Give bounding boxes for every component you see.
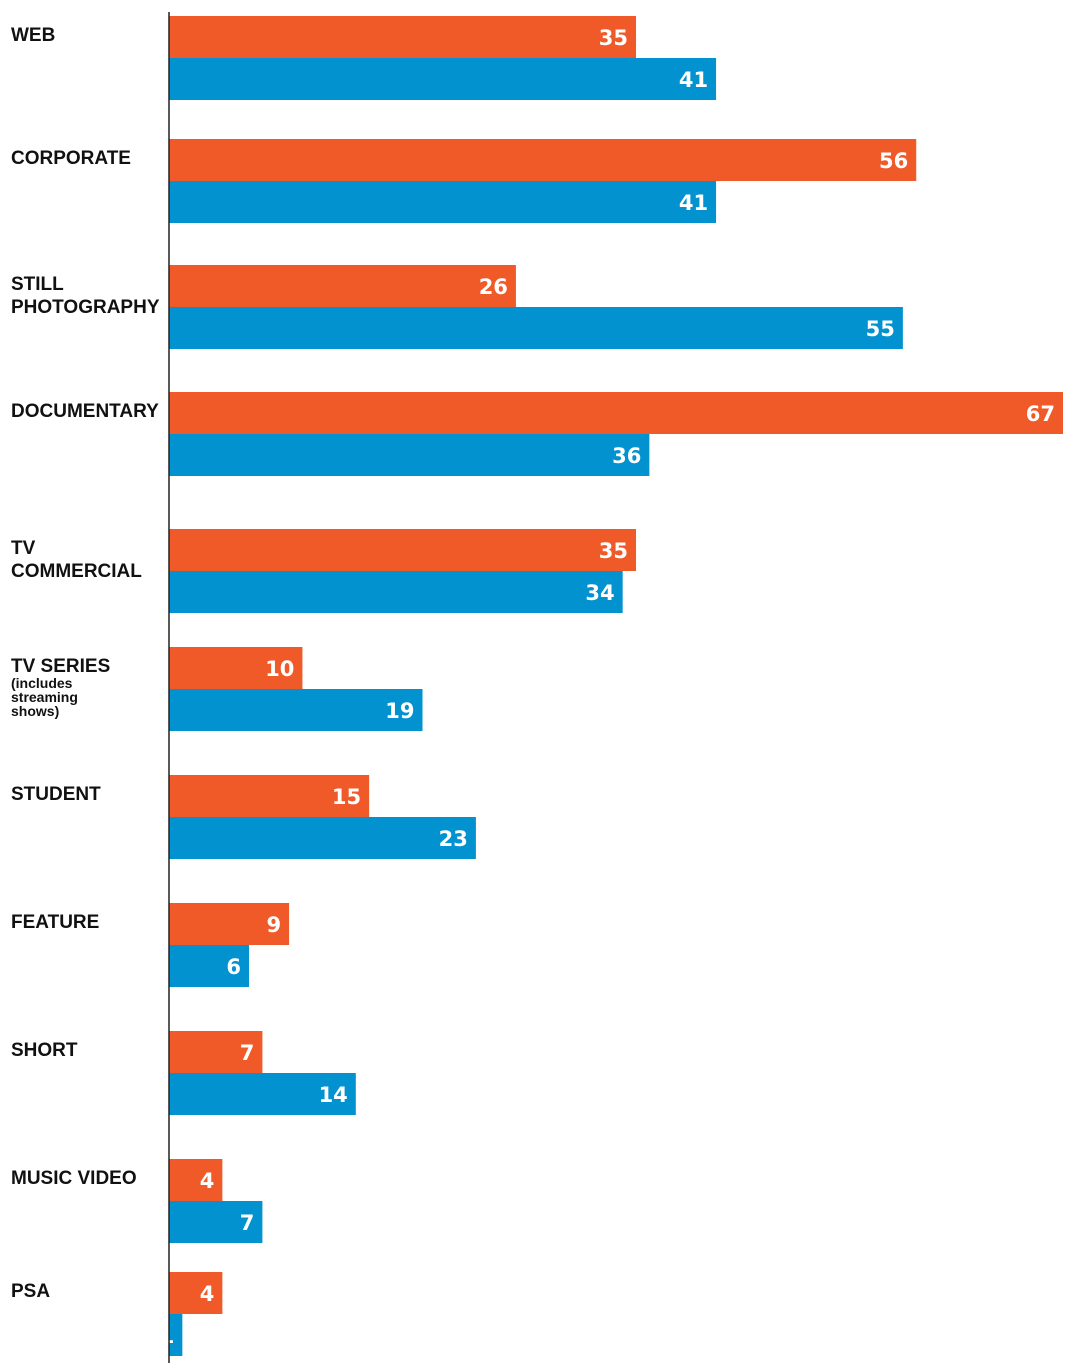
category-label: SHORT: [11, 1040, 78, 1061]
bar-value-label: 34: [585, 581, 614, 605]
bar-1-s0: [169, 139, 917, 181]
bar-5-s0: [169, 647, 303, 689]
category-label: TV: [11, 538, 36, 559]
bar-value-label: 9: [266, 913, 281, 937]
bar-8-s1: [169, 1073, 356, 1115]
bar-10-s1: [169, 1314, 183, 1356]
bar-0-s1: [169, 58, 717, 100]
bar-value-label: 1: [160, 1324, 175, 1348]
bar-2-s0: [169, 265, 516, 307]
bar-value-label: 36: [612, 444, 641, 468]
bar-value-label: 7: [240, 1211, 255, 1235]
category-label: TV SERIES: [11, 656, 110, 677]
category-sublabel: (includes: [11, 675, 73, 691]
bar-4-s1: [169, 571, 623, 613]
bar-6-s0: [169, 775, 370, 817]
category-label: CORPORATE: [11, 148, 131, 169]
bar-0-s0: [169, 16, 637, 58]
category-label: WEB: [11, 25, 55, 46]
category-label: MUSIC VIDEO: [11, 1168, 137, 1189]
bar-6-s1: [169, 817, 476, 859]
category-label: PHOTOGRAPHY: [11, 297, 160, 318]
bar-3-s1: [169, 434, 650, 476]
bar-3-s0: [169, 392, 1063, 434]
bar-value-label: 7: [240, 1041, 255, 1065]
category-sublabel: shows): [11, 703, 59, 719]
bar-1-s1: [169, 181, 717, 223]
category-label: STUDENT: [11, 784, 101, 805]
bar-value-label: 41: [679, 191, 708, 215]
category-label: COMMERCIAL: [11, 561, 142, 582]
bar-value-label: 23: [439, 827, 468, 851]
bar-value-label: 35: [599, 26, 628, 50]
bar-9-s0: [169, 1159, 223, 1201]
bar-value-label: 56: [879, 149, 908, 173]
category-label: FEATURE: [11, 912, 99, 933]
bar-value-label: 26: [479, 275, 508, 299]
bar-value-label: 4: [200, 1282, 215, 1306]
bar-2-s1: [169, 307, 903, 349]
bar-value-label: 41: [679, 68, 708, 92]
bar-value-label: 67: [1026, 402, 1055, 426]
bar-9-s1: [169, 1201, 263, 1243]
bar-value-label: 55: [866, 317, 895, 341]
category-label: DOCUMENTARY: [11, 401, 159, 422]
bar-8-s0: [169, 1031, 263, 1073]
bar-7-s0: [169, 903, 290, 945]
bar-5-s1: [169, 689, 423, 731]
category-label: PSA: [11, 1281, 50, 1302]
category-label: STILL: [11, 274, 64, 295]
bar-value-label: 6: [226, 955, 241, 979]
bar-value-label: 10: [265, 657, 294, 681]
bar-value-label: 15: [332, 785, 361, 809]
category-sublabel: streaming: [11, 689, 78, 705]
bar-value-label: 19: [385, 699, 414, 723]
bar-value-label: 4: [200, 1169, 215, 1193]
bar-4-s0: [169, 529, 637, 571]
bar-10-s0: [169, 1272, 223, 1314]
bar-7-s1: [169, 945, 250, 987]
bar-value-label: 35: [599, 539, 628, 563]
bar-value-label: 14: [319, 1083, 348, 1107]
